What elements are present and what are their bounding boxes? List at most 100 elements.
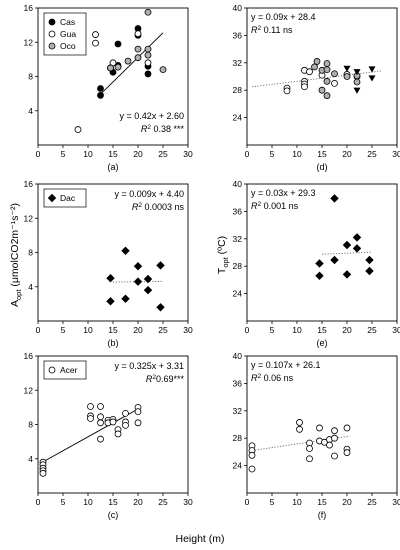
data-point [331,70,338,78]
data-point [156,261,165,270]
data-point [143,274,153,284]
data-point [315,271,324,281]
panel-label: (f) [318,510,327,520]
y-tick-label: 12 [24,385,34,395]
data-point [122,409,129,417]
data-point [114,40,122,48]
data-point [315,259,324,268]
data-point [109,418,117,426]
y-tick-label: 36 [233,378,243,388]
legend-marker [47,193,57,203]
x-tick-label: 30 [392,325,400,335]
y-tick-label: 16 [24,179,34,189]
legend-box [43,188,87,208]
y-tick-label: 40 [233,179,243,189]
data-point [343,449,351,456]
data-point [296,419,303,426]
data-point [133,261,143,271]
y-label-left-main: A [9,300,21,307]
data-point [343,65,351,72]
r-squared: R2 0.38 *** [141,124,185,134]
data-point [331,79,338,87]
y-tick-label: 36 [233,206,243,216]
legend-entry: Cas [60,17,75,27]
data-point [121,246,130,256]
x-tick-label: 5 [270,149,275,159]
panel-label: (e) [317,338,328,348]
x-tick-label: 10 [83,497,93,507]
data-point [87,403,94,410]
x-tick-label: 25 [367,325,377,335]
panel-c: 0 5 10 15 20 25 30 4 8 12 16 Acer y = 0.325x + 3.31 R… [24,351,193,520]
y-tick-label: 4 [28,106,33,116]
data-point [97,413,104,421]
data-point [331,452,338,460]
data-point [159,66,167,74]
data-point [74,126,82,133]
y-tick-label: 40 [233,3,243,13]
x-tick-label: 25 [367,497,377,507]
r-squared: R2 0.11 ns [251,25,293,35]
data-point [353,69,361,76]
panel-label: (b) [108,338,119,348]
panel-d: 0 5 10 15 20 25 30 24 28 32 36 40 y = 0.09x + 28.4 R2… [233,3,400,172]
y-tick-label: 24 [233,113,243,123]
x-tick-label: 15 [108,497,118,507]
data-point [87,415,94,422]
data-point [144,51,152,59]
data-point [144,70,152,78]
data-point [122,421,129,429]
data-point [316,424,323,432]
y-tick-label: 4 [28,282,33,292]
data-point [326,441,333,449]
data-point [97,85,104,92]
fit-line [321,251,373,255]
data-point [134,419,142,427]
data-point [330,194,339,203]
x-tick-label: 20 [342,325,352,335]
x-tick-label: 15 [108,149,118,159]
x-tick-label: 10 [83,325,93,335]
x-tick-label: 20 [133,497,143,507]
data-point [331,427,338,435]
y-label-right-main: T [216,267,228,274]
data-point [368,75,376,82]
panel-label: (a) [108,162,119,172]
panel-f: 0 5 10 15 20 25 30 24 28 32 36 40 y = 0.107x + 26.1 R… [233,351,400,520]
regression-equation: y = 0.03x + 29.3 [251,188,316,198]
data-point [365,255,374,265]
data-point [134,30,142,38]
legend-marker [48,42,56,50]
panel-e: 0 5 10 15 20 25 30 24 28 32 36 40 y = 0.03x + 29.3 R2… [233,179,400,348]
data-point [343,73,351,80]
data-point [318,86,326,94]
y-label-left-units: (μmolCO2m⁻¹s⁻²) [9,203,21,290]
data-point [121,294,130,303]
y-tick-label: 40 [233,351,243,361]
data-point [134,54,142,62]
x-tick-label: 15 [317,325,327,335]
data-point [144,45,152,53]
regression-equation: y = 0.107x + 26.1 [251,360,321,370]
data-point [365,266,374,276]
y-tick-label: 8 [28,72,33,82]
data-point [352,244,362,253]
r-squared: R20.69*** [146,374,185,384]
x-tick-label: 15 [108,325,118,335]
data-point [124,57,132,65]
data-point [156,303,165,312]
data-point [114,63,122,71]
x-tick-label: 25 [158,497,168,507]
y-tick-label: 36 [233,30,243,40]
legend-marker [48,366,56,374]
data-point [313,58,321,65]
y-axis-label-left: Aopt (μmolCO2m⁻¹s⁻²) [9,203,23,307]
y-tick-label: 24 [233,289,243,299]
x-tick-label: 10 [83,149,93,159]
x-tick-label: 0 [36,325,41,335]
y-label-right-sub: opt [221,256,230,267]
x-tick-label: 0 [36,497,41,507]
x-tick-label: 15 [317,149,327,159]
r-squared: R2 0.06 ns [251,373,294,383]
